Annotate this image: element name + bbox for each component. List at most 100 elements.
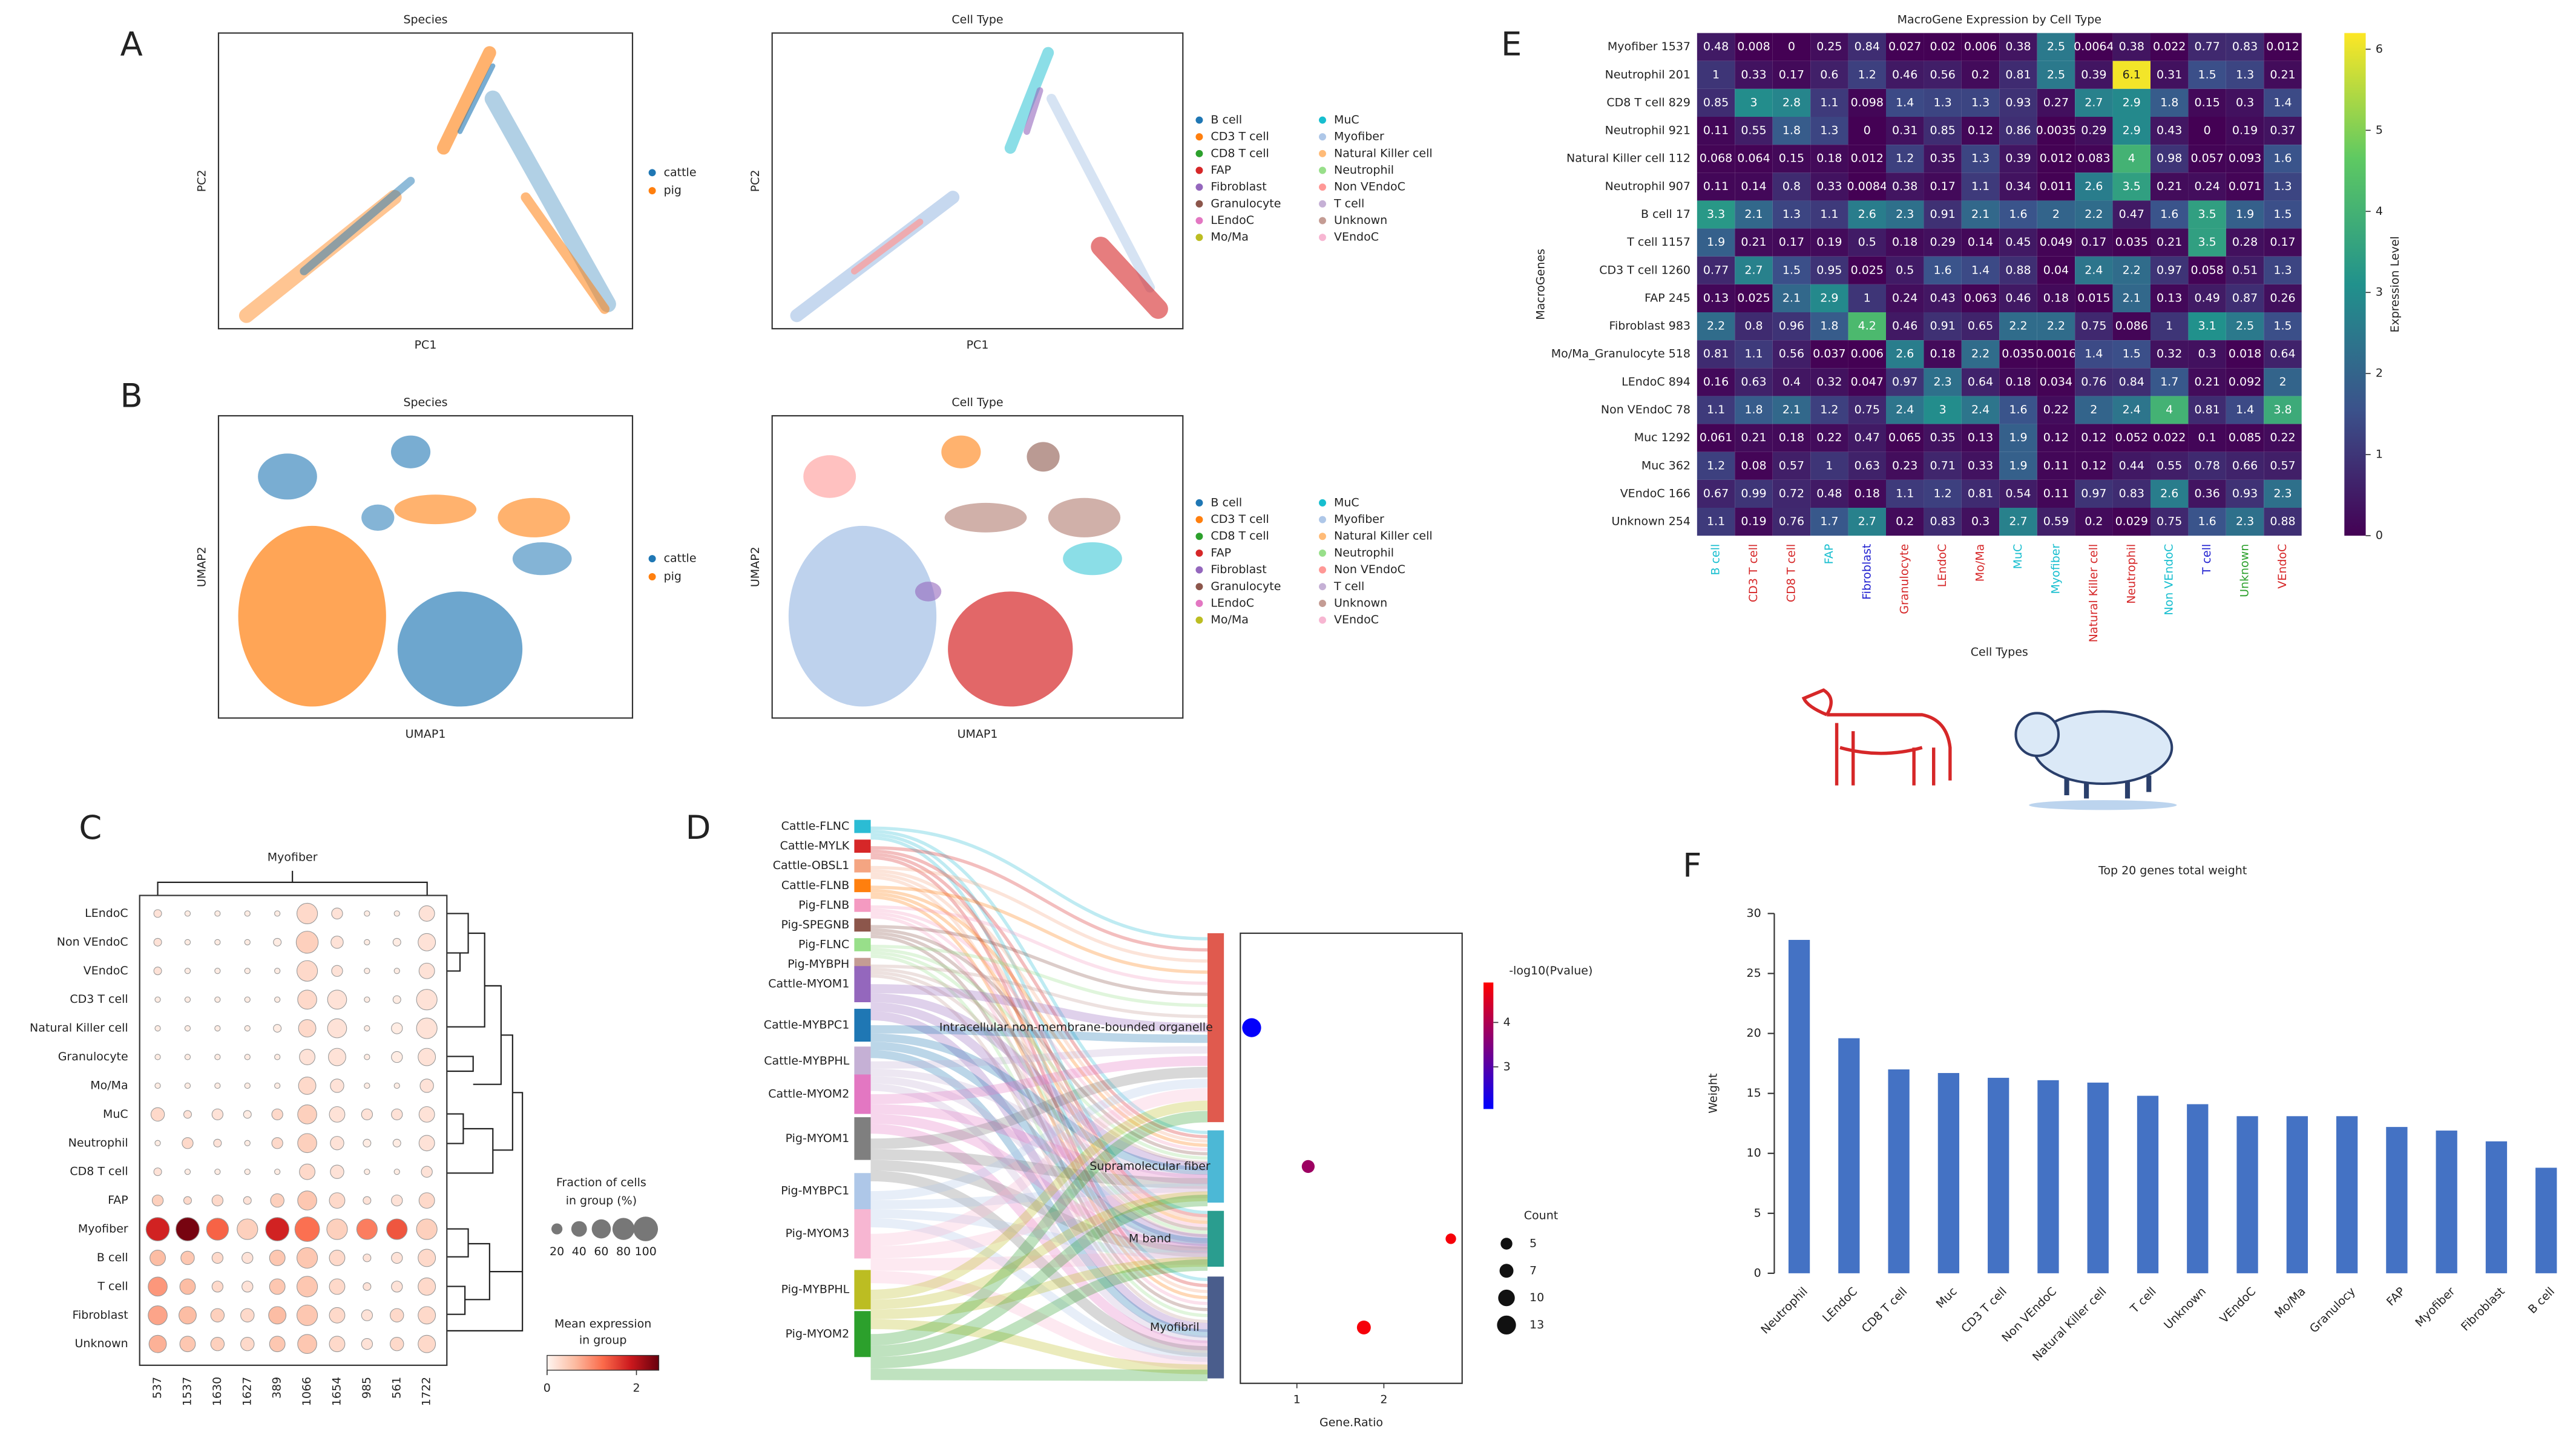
dot bbox=[330, 1136, 344, 1151]
dot bbox=[214, 1054, 221, 1060]
cell-label: 1.3 bbox=[1971, 96, 1990, 109]
row-label: CD8 T cell 829 bbox=[1606, 96, 1690, 109]
legend-swatch bbox=[1195, 583, 1203, 591]
dot bbox=[297, 1190, 317, 1210]
heatmap-cell bbox=[2264, 340, 2302, 369]
y-tick-label: 20 bbox=[1747, 1026, 1761, 1040]
dot bbox=[180, 1250, 195, 1265]
flow bbox=[870, 908, 1208, 1152]
panel-label: F bbox=[1683, 847, 1701, 885]
heatmap-cell bbox=[1848, 508, 1886, 536]
heatmap-cell bbox=[1999, 424, 2037, 452]
bar bbox=[2535, 1167, 2557, 1273]
dot bbox=[392, 1138, 401, 1147]
cell-label: 0.2 bbox=[1896, 515, 1914, 528]
heatmap-cell bbox=[1772, 117, 1811, 145]
heatmap-cell bbox=[2037, 368, 2075, 396]
cell-label: 0.84 bbox=[1855, 40, 1880, 53]
cell-label: 0.39 bbox=[2005, 152, 2031, 165]
size-legend-label: 60 bbox=[594, 1245, 608, 1258]
cell-label: 0.012 bbox=[2040, 152, 2072, 165]
dot bbox=[299, 1163, 315, 1180]
cell-label: 0.5 bbox=[1858, 235, 1876, 249]
cell-label: 0.81 bbox=[2005, 68, 2031, 81]
heatmap-cell bbox=[1735, 312, 1773, 341]
heatmap-cell bbox=[2226, 33, 2264, 61]
column-label: Myofiber bbox=[2049, 544, 2062, 594]
dot bbox=[244, 910, 251, 917]
dot bbox=[297, 990, 317, 1009]
cell-label: 0.15 bbox=[1779, 152, 1804, 165]
heatmap-cell bbox=[1999, 479, 2037, 508]
umap-cloud bbox=[238, 435, 1122, 707]
flow bbox=[870, 830, 1208, 1134]
dot bbox=[214, 968, 221, 974]
dot bbox=[148, 1276, 168, 1297]
legend-label: Neutrophil bbox=[1334, 546, 1394, 559]
dot bbox=[265, 1217, 290, 1241]
heatmap-cell bbox=[2188, 33, 2226, 61]
left-node bbox=[854, 899, 871, 912]
cell-label: 0.15 bbox=[2194, 96, 2220, 109]
heatmap-cell bbox=[2150, 228, 2189, 257]
column-label: 1537 bbox=[180, 1377, 194, 1406]
flow bbox=[870, 905, 1208, 985]
heatmap-cell bbox=[1848, 340, 1886, 369]
cell-label: 0.55 bbox=[2157, 459, 2182, 472]
cloud bbox=[258, 453, 317, 500]
column-label: 985 bbox=[360, 1377, 373, 1399]
flow bbox=[870, 1209, 1208, 1260]
cell-label: 0.67 bbox=[1703, 487, 1729, 500]
cloud bbox=[457, 63, 496, 134]
cell-label: 1.4 bbox=[2085, 347, 2103, 361]
cell-label: 1.2 bbox=[1820, 403, 1838, 416]
bar bbox=[2087, 1082, 2109, 1273]
cell-label: 0.96 bbox=[1779, 320, 1804, 333]
dot bbox=[244, 1169, 251, 1175]
heatmap-cell bbox=[2150, 508, 2189, 536]
dot bbox=[240, 1308, 255, 1322]
cell-label: 0.018 bbox=[2229, 347, 2261, 361]
cell-label: 2.3 bbox=[2273, 487, 2292, 500]
dot bbox=[295, 931, 319, 954]
x-tick-label: 2 bbox=[1380, 1393, 1387, 1406]
heatmap-cell bbox=[2264, 172, 2302, 201]
heatmap-cell bbox=[1735, 451, 1773, 480]
legend-label: CD8 T cell bbox=[1211, 530, 1269, 543]
heatmap-cell bbox=[2150, 396, 2189, 424]
dot bbox=[184, 968, 191, 974]
legend-swatch bbox=[1319, 217, 1326, 225]
legend-label: Non VEndoC bbox=[1334, 180, 1405, 194]
colorbar bbox=[1484, 982, 1494, 1109]
flow bbox=[870, 892, 1208, 1224]
dot bbox=[391, 1108, 403, 1121]
heatmap-cell bbox=[2112, 396, 2150, 424]
heatmap-cell bbox=[1772, 508, 1811, 536]
cell-label: 0 bbox=[2204, 124, 2211, 137]
row-label: Natural Killer cell bbox=[30, 1022, 128, 1035]
heatmap-cell bbox=[1961, 228, 2000, 257]
row-label: Muc 1292 bbox=[1634, 431, 1690, 444]
cell-label: 0.061 bbox=[1700, 431, 1732, 444]
dot bbox=[274, 968, 281, 974]
flow bbox=[870, 885, 1208, 974]
dot bbox=[356, 1218, 378, 1240]
cell-label: 1.7 bbox=[1820, 515, 1838, 528]
flow bbox=[870, 1033, 1208, 1175]
column-label: Granulocyte bbox=[1898, 544, 1911, 614]
cell-label: 0.97 bbox=[2157, 263, 2182, 277]
cell-label: 1.9 bbox=[2009, 459, 2027, 472]
cell-label: 0.064 bbox=[1737, 152, 1770, 165]
heatmap-cell bbox=[2150, 61, 2189, 89]
heatmap-cell bbox=[1697, 33, 1735, 61]
flow bbox=[870, 826, 1208, 940]
left-node-label: Cattle-FLNC bbox=[781, 819, 850, 833]
row-label: T cell 1157 bbox=[1626, 235, 1690, 249]
axes-frame bbox=[217, 415, 634, 719]
legend-label: CD3 T cell bbox=[1211, 513, 1269, 526]
cell-label: 0.71 bbox=[1930, 459, 1955, 472]
row-label: Fibroblast bbox=[72, 1308, 128, 1322]
axes-frame bbox=[771, 415, 1184, 719]
heatmap-cell bbox=[1924, 451, 1962, 480]
size-legend-dot bbox=[571, 1221, 587, 1237]
